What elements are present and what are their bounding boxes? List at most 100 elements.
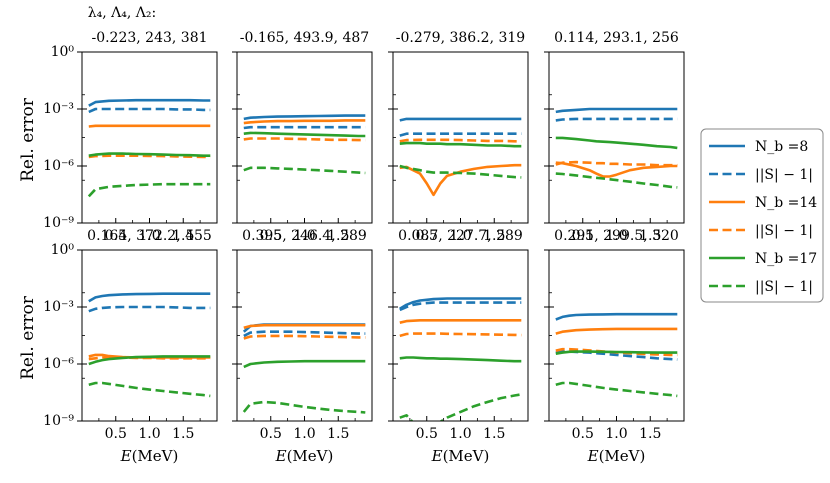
series-line [243, 137, 366, 142]
series-line [555, 160, 678, 167]
panel-5: 0.164, 372.2, 455 10⁻⁹ 10⁻⁶ 10⁻³ 10⁰ 0.5 1.0 1.… [43, 228, 218, 465]
x-tick-label: 0.5 [416, 228, 438, 244]
series-line [555, 350, 678, 355]
x-tick-label: 1.0 [449, 426, 471, 442]
y-tick-label: 10⁻⁹ [43, 413, 74, 429]
series-line [243, 125, 366, 130]
x-tick-label: 0.5 [416, 426, 438, 442]
y-axis-label-bottom: Rel. error [18, 295, 38, 380]
series-line [243, 119, 366, 125]
series-group [555, 107, 678, 189]
panel-3: -0.279, 386.2, 319 0.5 1.0 1.5 [388, 30, 529, 244]
x-axis-label: E(MeV) [275, 447, 334, 465]
y-tick-label: 10⁻³ [43, 101, 74, 117]
series-line [88, 292, 211, 303]
series-line [88, 355, 211, 366]
series-group [243, 114, 366, 175]
x-tick-label: 0.5 [572, 228, 594, 244]
series-line [88, 154, 211, 159]
panels-layer: -0.223, 243, 381 10⁻⁹ 10⁻⁶ 10⁻³ 10⁰ 0.5 1.0 1.5… [43, 30, 685, 465]
x-axis-label: E(MeV) [431, 447, 490, 465]
x-tick-label: 1.5 [172, 228, 194, 244]
panel-title: 0.164, 372.2, 455 [87, 228, 212, 244]
series-line [399, 297, 522, 310]
panel-title: 0.291, 299.5, 320 [554, 228, 679, 244]
series-line [399, 132, 522, 137]
series-group [242, 323, 366, 414]
series-group [399, 297, 522, 421]
axes-frame [392, 51, 529, 224]
series-line [88, 152, 211, 157]
x-axis-label: E(MeV) [120, 447, 179, 465]
panel-title: -0.223, 243, 381 [91, 30, 207, 46]
x-tick-label: 1.5 [172, 426, 194, 442]
series-line [399, 138, 522, 143]
y-tick-label: 10⁻³ [43, 299, 74, 315]
series-line [399, 356, 522, 363]
series-line [243, 334, 366, 340]
y-tick-label: 10⁻⁶ [43, 356, 74, 372]
y-tick-label: 10⁻⁹ [43, 215, 74, 231]
x-axis-label: E(MeV) [587, 447, 646, 465]
panel-title: 0.114, 293.1, 256 [554, 30, 679, 46]
series-line [399, 141, 522, 148]
x-tick-label: 1.5 [639, 426, 661, 442]
series-line [555, 107, 678, 114]
panel-4: 0.114, 293.1, 256 0.5 1.0 1.5 [544, 30, 685, 244]
series-line [399, 393, 522, 421]
x-tick-label: 1.5 [639, 228, 661, 244]
series-line [88, 124, 211, 128]
series-line [555, 136, 678, 150]
axes-frame [81, 51, 218, 224]
series-line [88, 98, 211, 107]
panel-title: 0.395, 246.4, 289 [242, 228, 367, 244]
y-tick-label: 10⁻⁶ [43, 158, 74, 174]
x-tick-label: 1.5 [327, 426, 349, 442]
series-line [243, 131, 366, 138]
series-line [242, 400, 366, 414]
series-line [243, 359, 366, 369]
legend: N_b =8 ||S| − 1| N_b =14 ||S| − 1| N_b =17 ||… [700, 128, 824, 303]
series-line [399, 301, 522, 312]
series-line [399, 164, 522, 179]
panel-title: 0.087, 227.7, 289 [398, 228, 523, 244]
x-tick-label: 0.5 [572, 426, 594, 442]
x-tick-label: 0.5 [105, 426, 127, 442]
x-tick-label: 1.0 [138, 228, 160, 244]
series-group [88, 292, 211, 398]
series-group [87, 98, 211, 198]
x-tick-label: 0.5 [260, 426, 282, 442]
x-tick-label: 1.0 [605, 426, 627, 442]
param-header: λ₄, Λ₄, Λ₂: [88, 5, 156, 21]
series-line [243, 166, 366, 175]
series-line [555, 312, 678, 321]
series-group [399, 117, 522, 197]
legend-label: ||S| − 1| [755, 223, 813, 239]
series-line [555, 172, 678, 189]
panel-title: -0.165, 493.9, 487 [240, 30, 369, 46]
x-tick-label: 1.5 [483, 228, 505, 244]
panel-6: 0.395, 246.4, 289 0.5 1.0 1.5 E(MeV) [232, 228, 373, 465]
x-tick-label: 1.0 [293, 228, 315, 244]
y-tick-label: 10⁰ [51, 242, 75, 258]
panel-title: -0.279, 386.2, 319 [396, 30, 525, 46]
series-line [555, 161, 678, 178]
series-line [555, 350, 678, 361]
series-line [555, 381, 678, 398]
legend-label: ||S| − 1| [755, 279, 813, 295]
series-line [243, 330, 366, 338]
series-line [87, 182, 211, 198]
x-tick-label: 1.0 [138, 426, 160, 442]
x-tick-label: 1.5 [483, 426, 505, 442]
y-axis-label-top: Rel. error [18, 97, 38, 182]
series-line [399, 332, 522, 338]
x-tick-label: 1.5 [327, 228, 349, 244]
x-tick-label: 1.0 [605, 228, 627, 244]
series-line [555, 117, 678, 122]
series-group [555, 312, 678, 398]
legend-label: N_b =14 [755, 195, 817, 211]
panel-1: -0.223, 243, 381 10⁻⁹ 10⁻⁶ 10⁻³ 10⁰ 0.5 1.0 1.5 [43, 30, 218, 244]
